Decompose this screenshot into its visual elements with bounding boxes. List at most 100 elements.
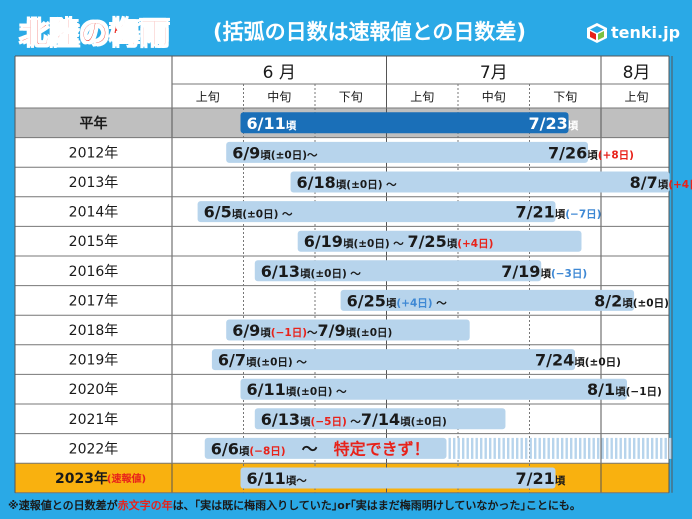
period-bar-hatch [588,437,591,459]
period-bar-hatch [615,437,618,459]
date-annotation: (±0日) [257,357,293,369]
date-annotation: (+4日) [668,179,692,191]
period-label: 上旬 [410,90,434,104]
footnote-prefix: ※速報値との日数差が [8,499,118,512]
period-bar-hatch [565,437,568,459]
date-label: 7/19 [501,262,540,281]
period-bar [340,289,635,311]
period-bar-hatch [664,437,667,459]
date-annotation: 頃 [540,267,551,280]
date-annotation: (±0日) [271,149,307,161]
period-bar-hatch [529,437,532,459]
period-bar-hatch [669,437,672,459]
date-label: 7/21 [516,203,555,222]
period-bar-hatch [520,437,523,459]
date-label: 7/26 [548,143,587,162]
date-annotation: 頃 [343,237,354,250]
date-annotation: (−1日) [626,386,662,398]
row-label-note: (速報値) [107,472,146,485]
period-bar-hatch [475,437,478,459]
period-label: 中旬 [267,89,291,104]
date-annotation: (±0日) [411,416,447,428]
period-bar-hatch [579,437,582,459]
date-annotation: ～ [307,149,318,161]
date-label: 6/25 [347,291,386,310]
period-text: 6/11頃(±0日) ～ 8/1頃(−1日) [247,380,662,399]
date-annotation: 頃 [336,178,347,191]
month-label: 7月 [480,63,508,83]
period-bar-hatch [466,437,469,459]
period-bar-hatch [543,437,546,459]
date-annotation: 頃 [346,326,357,339]
row-label: 2023年 [55,470,108,487]
period-bar-hatch [655,437,658,459]
date-label: 7/25 [407,232,446,251]
period-bar-hatch [660,437,663,459]
period-bar [240,467,556,489]
period-bar-hatch [561,437,564,459]
period-label: 上旬 [196,90,220,104]
period-bar-hatch [538,437,541,459]
date-annotation: 頃 [286,119,297,132]
period-text: 6/13頃(−5日) ～7/14頃(±0日) [261,410,447,429]
date-annotation: ～ [347,416,362,428]
period-bar-hatch [547,437,550,459]
tenki-logo-text: tenki.jp [611,23,681,42]
footnote-suffix: は、｢実は既に梅雨入りしていた｣or｢実はまだ梅雨明けしていなかった｣ことにも。 [172,499,581,512]
period-bar-hatch [489,437,492,459]
date-annotation: (±0日) [585,357,621,369]
period-text: 6/13頃(±0日) ～ 7/19頃(−3日) [261,262,587,281]
period-bar-hatch [646,437,649,459]
row-label: 2020年 [69,382,119,398]
date-label: 7/24 [535,351,574,370]
period-bar-hatch [448,437,451,459]
row-label: 2022年 [69,441,119,457]
period-bar [211,349,575,371]
period-bar-hatch [597,437,600,459]
date-annotation: 頃 [300,415,311,428]
period-bar-hatch [642,437,645,459]
period-bar [204,437,447,459]
date-annotation: 頃 [386,296,397,309]
row-label: 2017年 [69,293,119,309]
row-label: 2019年 [69,353,119,369]
period-label: 下旬 [339,90,363,104]
period-bar-hatch [633,437,636,459]
period-text: 6/11頃 7/23頃 [247,114,579,133]
period-text: 6/25頃(+4日) ～ 8/2頃(±0日) [347,291,669,310]
period-label: 中旬 [482,89,506,104]
period-bar [297,230,582,252]
date-annotation: 頃 [568,119,579,132]
date-label: 8/1 [587,380,615,399]
period-bar-hatch [552,437,555,459]
period-bar-hatch [610,437,613,459]
date-label: 6/5 [204,203,232,222]
date-annotation: (−5日) [311,416,347,428]
date-annotation: 頃 [260,326,271,339]
period-bar-hatch [511,437,514,459]
period-text: 6/19頃(±0日) ～ 7/25頃(+4日) [304,232,494,251]
month-label: 8月 [623,63,651,83]
period-bar [290,171,670,193]
date-annotation: ～ [332,386,347,398]
date-label: 6/13 [261,262,300,281]
date-annotation: (±0日) [311,268,347,280]
date-annotation: 頃 [232,208,243,221]
date-label: 7/14 [361,410,400,429]
period-bar-hatch [592,437,595,459]
row-label: 2018年 [69,323,119,339]
date-annotation: (−1日) [271,327,307,339]
period-bar [197,201,556,223]
date-annotation: 頃 [574,356,585,369]
period-bar-hatch [583,437,586,459]
date-label: 6/13 [261,410,300,429]
period-label: 上旬 [624,90,648,104]
date-annotation: 頃 [622,296,633,309]
date-label: 6/6 [211,439,239,458]
period-bar [226,141,588,163]
date-annotation: ～ [347,268,365,280]
period-bar [240,112,569,134]
period-bar-hatch [453,437,456,459]
period-bar-hatch [525,437,528,459]
date-annotation: (±0日) [633,297,669,309]
